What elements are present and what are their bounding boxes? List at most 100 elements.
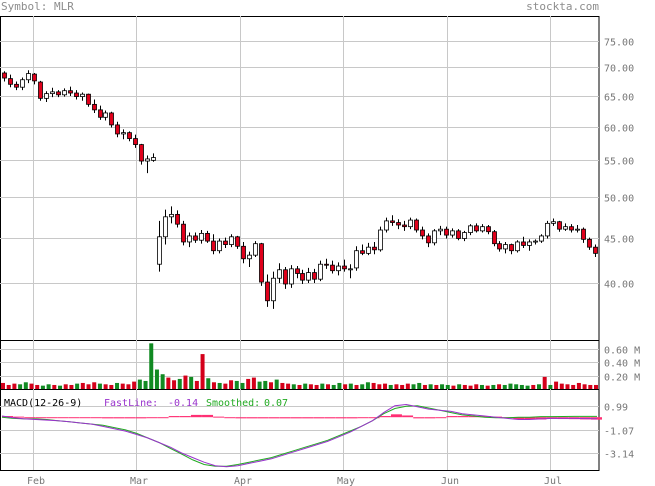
volume-bar (200, 354, 205, 389)
volume-bar (326, 384, 331, 389)
macd-histogram-bar (235, 417, 247, 419)
volume-bar (479, 384, 484, 389)
volume-bar (588, 384, 593, 389)
candle-down (509, 244, 514, 252)
volume-bar (115, 382, 120, 389)
candle-down (402, 224, 407, 228)
volume-bar (462, 384, 467, 389)
volume-bar (223, 383, 228, 389)
volume-bar (291, 384, 296, 389)
candle-down (420, 229, 425, 237)
chart-frame (0, 16, 600, 471)
volume-bar (75, 383, 80, 389)
macd-histogram-bar (35, 417, 47, 419)
candle-down (444, 228, 449, 236)
volume-bar (440, 384, 445, 389)
macd-histogram-bar (90, 417, 102, 419)
price-tick-label: 70.00 (604, 64, 634, 75)
volume-bar (286, 383, 291, 389)
macd-histogram-bar (535, 417, 547, 420)
volume-bar (29, 383, 34, 389)
volume-bar (234, 380, 239, 389)
macd-histogram-bar (302, 417, 314, 419)
volume-bar (183, 375, 188, 389)
candle-down (283, 269, 288, 285)
candle-down (312, 272, 317, 280)
candle-down (557, 221, 562, 230)
site-name[interactable]: stockta.com (526, 0, 599, 13)
macd-histogram-bar (257, 417, 269, 419)
candle-up (121, 132, 126, 135)
month-label-apr: Apr (234, 476, 252, 486)
candle-up (503, 244, 508, 250)
volume-bar (109, 384, 114, 389)
candle-down (98, 109, 103, 118)
candle-up (277, 269, 282, 279)
macd-histogram-bar (279, 417, 291, 419)
macd-histogram-bar (457, 416, 469, 418)
candle-down (360, 250, 365, 254)
price-tick-label: 65.00 (604, 93, 634, 104)
candle-down (56, 91, 61, 96)
candle-down (211, 240, 216, 252)
candle-down (342, 265, 347, 270)
volume-bar (263, 380, 268, 389)
candle-down (115, 124, 120, 135)
candle-up (468, 225, 473, 233)
macd-histogram-bar (124, 417, 136, 419)
candle-down (223, 240, 228, 245)
volume-bar (331, 384, 336, 389)
candle-up (103, 112, 108, 118)
volume-bar (274, 379, 279, 389)
candle-down (587, 238, 592, 248)
macd-histogram-bar (513, 417, 525, 420)
candle-down (300, 273, 305, 281)
candle-up (62, 90, 67, 96)
volume-bar (58, 385, 63, 389)
volume-bar (491, 384, 496, 389)
candle-up (575, 228, 580, 231)
volume-bar (40, 385, 45, 389)
volume-bar (189, 376, 194, 389)
candle-up (450, 230, 455, 236)
volume-bar (405, 383, 410, 389)
candle-down (139, 144, 144, 162)
macd-tick-label: -3.14 (604, 450, 634, 461)
volume-bar (92, 382, 97, 389)
macd-histogram-bar (524, 417, 536, 420)
volume-bar (525, 385, 530, 389)
volume-bar (35, 384, 40, 389)
candle-down (175, 213, 180, 225)
candle-down (109, 112, 114, 126)
volume-bar (554, 381, 559, 389)
volume-bar (474, 384, 479, 389)
volume-bar (502, 384, 507, 389)
volume-bar (468, 385, 473, 389)
volume-bar (308, 384, 313, 389)
macd-histogram-bar (246, 417, 258, 419)
volume-bar (172, 380, 177, 389)
candle-up (515, 241, 520, 252)
volume-bar (132, 381, 137, 389)
volume-bar (120, 383, 125, 389)
volume-tick-label: 0.60 M (604, 346, 640, 357)
candle-up (247, 254, 252, 260)
volume-bar (451, 385, 456, 389)
candle-down (486, 226, 491, 233)
volume-bar (52, 384, 57, 389)
volume-bar (343, 384, 348, 389)
candle-down (32, 73, 37, 82)
candle-down (295, 268, 300, 274)
volume-bar (303, 383, 308, 389)
candle-up (20, 79, 25, 88)
candle-up (533, 240, 538, 243)
macd-histogram-bar (313, 417, 325, 419)
volume-bar (365, 382, 370, 389)
macd-histogram-bar (57, 417, 69, 419)
volume-bar (149, 343, 154, 389)
candle-up (539, 235, 544, 242)
candle-up (26, 73, 31, 81)
candle-up (378, 229, 383, 251)
macd-histogram-bar (46, 417, 58, 419)
volume-bars (1, 343, 598, 389)
